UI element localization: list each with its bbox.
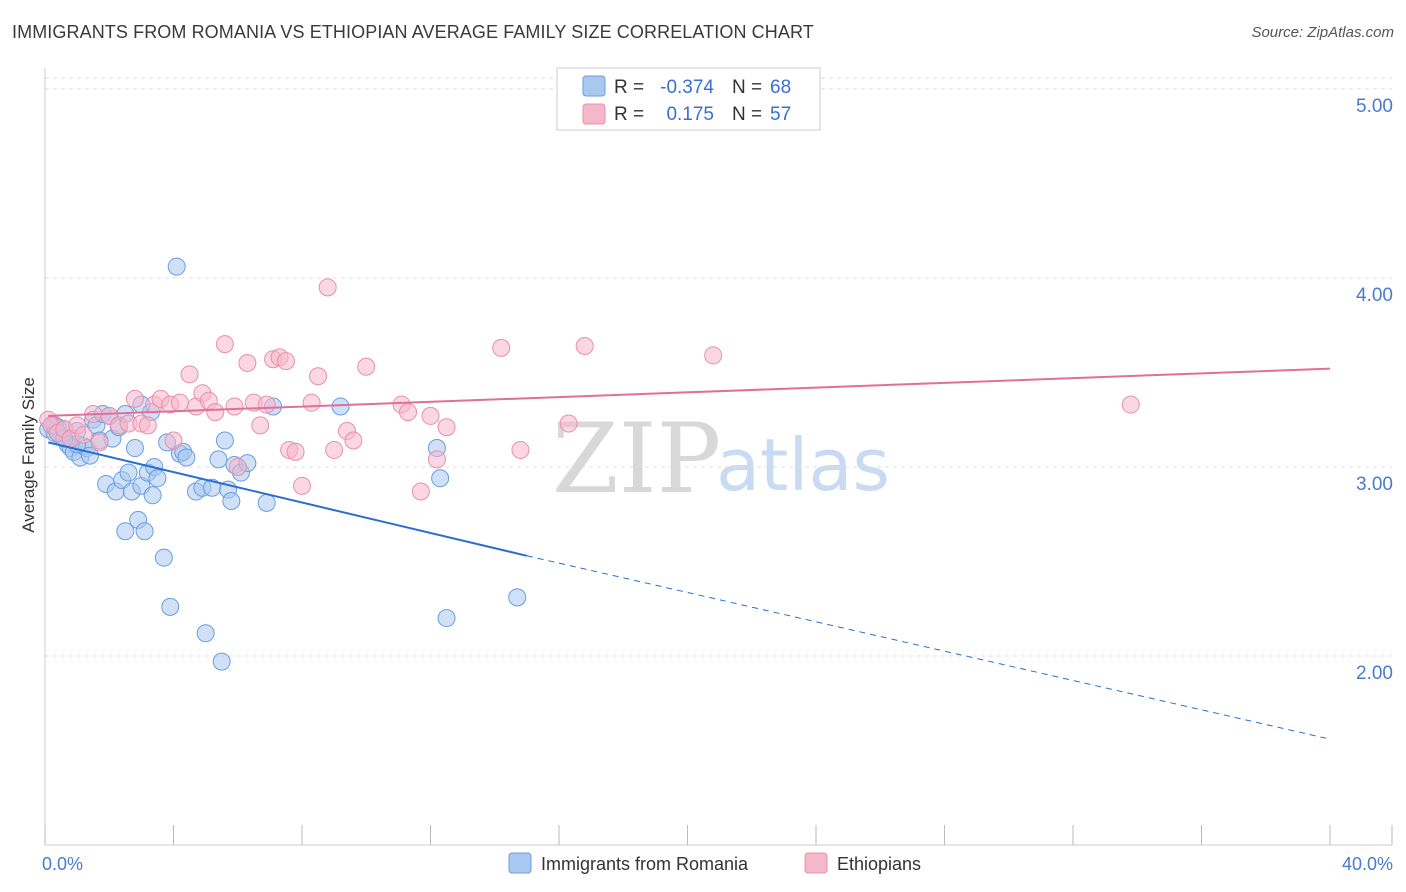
legend: R = -0.374 N = 68 R = 0.175 N = 57 bbox=[556, 67, 821, 131]
legend-n-value-romania: 68 bbox=[770, 77, 791, 98]
y-tick-label: 2.00 bbox=[1356, 663, 1393, 684]
legend-swatch-romania bbox=[582, 75, 606, 97]
point-ethiopians bbox=[215, 335, 234, 354]
point-ethiopians bbox=[164, 431, 183, 450]
y-tick-label: 3.00 bbox=[1356, 474, 1393, 495]
point-ethiopians bbox=[344, 431, 363, 450]
point-romania bbox=[331, 397, 350, 416]
point-romania bbox=[135, 522, 154, 541]
point-romania bbox=[212, 652, 231, 671]
point-ethiopians bbox=[180, 365, 199, 384]
point-ethiopians bbox=[251, 416, 270, 435]
legend-r-value-romania: -0.374 bbox=[660, 77, 714, 98]
point-ethiopians bbox=[302, 393, 321, 412]
legend-swatch-ethiopians bbox=[582, 103, 606, 125]
chart-title: IMMIGRANTS FROM ROMANIA VS ETHIOPIAN AVE… bbox=[12, 22, 814, 42]
trend-lines bbox=[47, 367, 1331, 740]
watermark-zip: ZIP bbox=[552, 403, 721, 515]
point-romania bbox=[437, 609, 456, 628]
point-ethiopians bbox=[74, 425, 93, 444]
x-tick-label: 40.0% bbox=[1342, 854, 1393, 874]
point-romania bbox=[215, 431, 234, 450]
point-romania bbox=[196, 624, 215, 643]
series-ethiopians-points bbox=[39, 278, 1140, 501]
y-tick-labels: 2.00 3.00 4.00 5.00 bbox=[1356, 96, 1393, 684]
trend-line-romania bbox=[47, 441, 528, 557]
point-ethiopians bbox=[276, 352, 295, 371]
trend-line-ethiopians bbox=[48, 367, 1331, 417]
legend-r-label-romania: R = bbox=[614, 77, 644, 98]
legend-r-label-ethiopians: R = bbox=[614, 104, 644, 125]
legend-r-value-ethiopians: 0.175 bbox=[666, 104, 714, 125]
legend-n-value-ethiopians: 57 bbox=[770, 104, 791, 125]
source-credit: Source: ZipAtlas.com bbox=[1251, 24, 1394, 41]
trend-line-romania-extension bbox=[526, 555, 1331, 740]
point-romania bbox=[257, 493, 276, 512]
point-romania bbox=[148, 469, 167, 488]
point-romania bbox=[125, 439, 144, 458]
series-romania-points bbox=[39, 257, 527, 671]
y-axis-label: Average Family Size bbox=[19, 377, 38, 533]
point-romania bbox=[143, 486, 162, 505]
point-romania bbox=[116, 522, 135, 541]
y-tick-label: 4.00 bbox=[1356, 285, 1393, 306]
point-ethiopians bbox=[293, 476, 311, 495]
point-ethiopians bbox=[427, 450, 446, 469]
point-ethiopians bbox=[90, 433, 109, 452]
point-ethiopians bbox=[511, 440, 530, 459]
point-ethiopians bbox=[559, 414, 578, 433]
point-ethiopians bbox=[309, 367, 328, 386]
watermark-atlas: atlas bbox=[716, 423, 890, 507]
point-ethiopians bbox=[225, 397, 244, 416]
point-ethiopians bbox=[492, 338, 511, 357]
point-romania bbox=[167, 257, 186, 276]
point-ethiopians bbox=[138, 416, 157, 435]
point-ethiopians bbox=[238, 353, 257, 372]
point-ethiopians bbox=[1121, 395, 1140, 414]
point-ethiopians bbox=[575, 336, 594, 355]
point-ethiopians bbox=[228, 457, 247, 476]
point-ethiopians bbox=[357, 357, 376, 376]
point-romania bbox=[119, 463, 138, 482]
point-romania bbox=[431, 469, 450, 488]
point-ethiopians bbox=[437, 418, 456, 437]
point-ethiopians bbox=[125, 389, 144, 408]
bottom-legend-swatch-romania bbox=[508, 852, 532, 874]
point-ethiopians bbox=[286, 442, 305, 461]
bottom-legend: Immigrants from Romania Ethiopians bbox=[508, 852, 921, 874]
bottom-legend-label-ethiopians: Ethiopians bbox=[837, 854, 921, 874]
point-romania bbox=[508, 588, 527, 607]
x-tick-label: 0.0% bbox=[42, 854, 83, 874]
legend-n-label-ethiopians: N = bbox=[732, 104, 762, 125]
legend-n-label-romania: N = bbox=[732, 77, 762, 98]
x-tick-labels: 0.0% 40.0% bbox=[42, 854, 1393, 874]
point-ethiopians bbox=[399, 403, 418, 422]
point-ethiopians bbox=[257, 395, 276, 414]
point-ethiopians bbox=[170, 393, 189, 412]
y-tick-label: 5.00 bbox=[1356, 96, 1393, 117]
point-romania bbox=[222, 491, 241, 510]
bottom-legend-swatch-ethiopians bbox=[804, 852, 828, 874]
axes bbox=[44, 68, 1393, 846]
point-ethiopians bbox=[318, 278, 337, 297]
point-romania bbox=[209, 450, 228, 469]
point-ethiopians bbox=[704, 346, 723, 365]
point-romania bbox=[177, 448, 196, 467]
point-romania bbox=[154, 548, 173, 567]
point-ethiopians bbox=[325, 440, 344, 459]
point-ethiopians bbox=[411, 482, 430, 501]
bottom-legend-label-romania: Immigrants from Romania bbox=[541, 854, 749, 874]
point-ethiopians bbox=[206, 403, 225, 422]
point-romania bbox=[161, 597, 180, 616]
point-ethiopians bbox=[421, 406, 440, 425]
